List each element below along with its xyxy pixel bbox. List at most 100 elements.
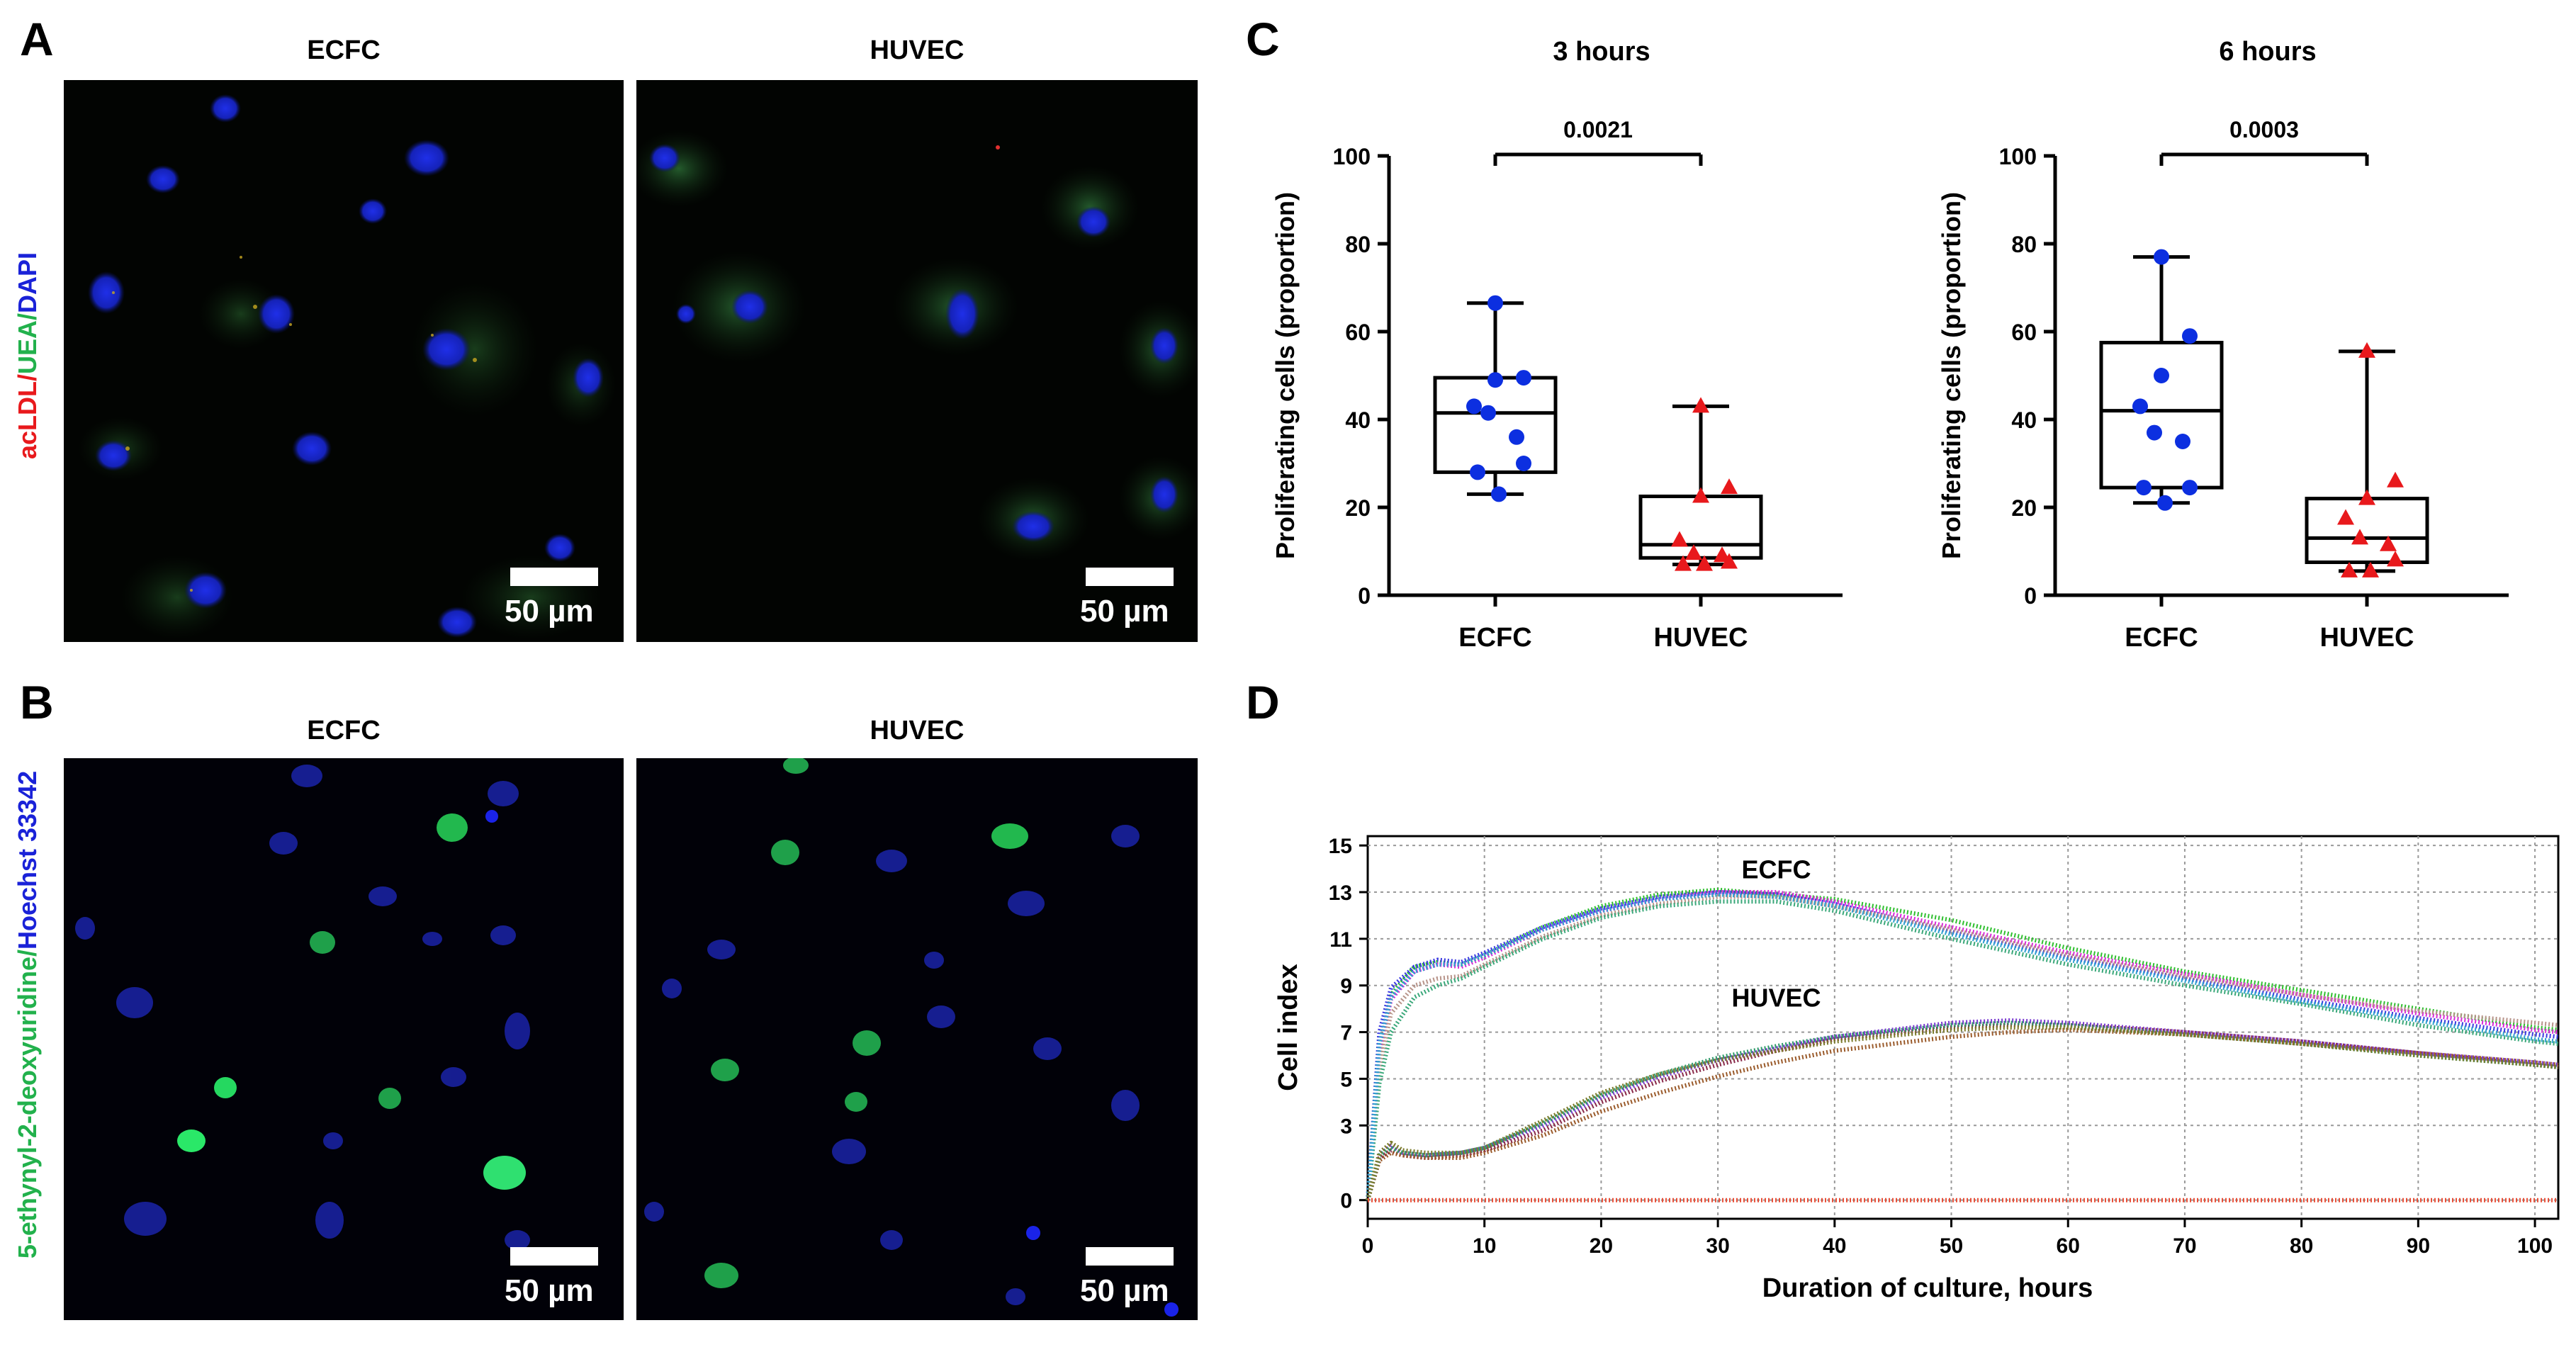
data-point-ecfc <box>1516 456 1531 471</box>
data-point-ecfc <box>2147 424 2162 441</box>
x-tick-label: 10 <box>1473 1234 1496 1258</box>
x-tick-label: 20 <box>1590 1234 1613 1258</box>
scale-bar <box>510 1247 598 1266</box>
chart-title: 3 hours <box>1553 37 1650 67</box>
y-tick-label: 60 <box>1345 320 1371 345</box>
data-point-ecfc <box>1480 405 1496 421</box>
data-point-huvec <box>1685 544 1702 560</box>
scale-bar-label: 50 µm <box>505 594 594 629</box>
data-point-huvec <box>2358 342 2375 358</box>
data-point-ecfc <box>1487 372 1503 388</box>
significance-label: 0.0003 <box>2229 117 2299 142</box>
panel-letter-d: D <box>1246 676 1280 728</box>
y-tick-label: 20 <box>2011 495 2037 521</box>
stain-a-part-3: / <box>13 312 42 320</box>
panel-b-title-huvec: HUVEC <box>870 716 964 745</box>
annotation-ecfc: ECFC <box>1741 855 1811 884</box>
plot-area <box>1366 835 2560 1220</box>
x-tick-label: 30 <box>1706 1234 1729 1258</box>
x-tick-label: 100 <box>2517 1234 2553 1258</box>
data-point-huvec <box>1696 555 1713 571</box>
y-tick-label: 80 <box>1345 232 1371 257</box>
x-tick-label: 90 <box>2407 1234 2430 1258</box>
series-line-huvec-8 <box>1366 1027 2559 1201</box>
series-line-ecfc-2 <box>1366 890 2559 1200</box>
data-point-huvec <box>1714 546 1731 563</box>
data-point-ecfc <box>1487 295 1503 311</box>
y-tick-label: 40 <box>2011 407 2037 433</box>
y-tick-label: 9 <box>1340 975 1352 998</box>
x-tick-label: HUVEC <box>2319 623 2414 653</box>
data-point-ecfc <box>2132 398 2148 415</box>
series-line-ecfc-3 <box>1366 894 2559 1200</box>
x-tick-label: 0 <box>1362 1234 1374 1258</box>
series-line-ecfc-4 <box>1366 899 2559 1200</box>
x-tick-label: ECFC <box>1458 623 1531 653</box>
y-axis-label: Cell index <box>1273 964 1303 1091</box>
x-tick-label: 60 <box>2057 1234 2080 1258</box>
micrograph-b-huvec: 50 µm <box>636 758 1198 1320</box>
data-point-ecfc <box>2182 480 2198 496</box>
data-point-ecfc <box>1491 486 1507 502</box>
panel-a-title-huvec: HUVEC <box>870 35 964 65</box>
y-axis-label: Proliferating cells (proportion) <box>1937 192 1966 559</box>
y-tick-label: 3 <box>1340 1115 1352 1138</box>
y-tick-label: 0 <box>1340 1190 1352 1213</box>
y-tick-label: 15 <box>1329 835 1352 858</box>
scale-bar-label: 50 µm <box>1080 1273 1169 1308</box>
micrograph-a-huvec: 50 µm <box>636 80 1198 642</box>
stain-a-part-0: acLDL <box>13 381 42 460</box>
data-point-ecfc <box>1516 370 1531 386</box>
scale-bar <box>1086 568 1174 586</box>
data-point-huvec <box>2387 471 2404 488</box>
panel-a-stain-label: acLDL/UEA/DAPI <box>13 72 44 639</box>
x-tick-label: 80 <box>2290 1234 2313 1258</box>
y-axis-label: Proliferating cells (proportion) <box>1271 192 1300 559</box>
data-point-huvec <box>2341 561 2358 578</box>
data-point-huvec <box>1675 555 1692 571</box>
y-tick-label: 5 <box>1340 1068 1352 1091</box>
x-tick-label: ECFC <box>2125 623 2198 653</box>
x-tick-label: 70 <box>2173 1234 2196 1258</box>
x-axis-label: Duration of culture, hours <box>1762 1273 2093 1303</box>
micrograph-b-ecfc-image <box>75 765 530 1250</box>
y-tick-label: 11 <box>1329 928 1352 952</box>
data-point-huvec <box>1721 553 1738 569</box>
box-ecfc <box>1433 301 1558 496</box>
boxplot-3-hours: 3 hours 0 20 40 60 80 100 Proliferating cells (… <box>1271 37 1843 653</box>
micrograph-a-ecfc-image <box>78 94 617 640</box>
stain-b-part-1: / <box>13 950 42 957</box>
series-line-huvec-10 <box>1366 1025 2559 1201</box>
data-point-ecfc <box>1470 464 1485 480</box>
data-point-huvec <box>2358 489 2375 505</box>
scale-bar <box>510 568 598 586</box>
y-tick-label: 80 <box>2011 232 2037 257</box>
scale-bar-label: 50 µm <box>1080 594 1169 629</box>
panel-letter-a: A <box>20 13 54 65</box>
significance-label: 0.0021 <box>1563 117 1633 142</box>
panel-letter-b: B <box>20 676 54 728</box>
panel-a-title-ecfc: ECFC <box>307 35 381 65</box>
y-tick-label: 7 <box>1340 1022 1352 1045</box>
micrograph-b-ecfc: 50 µm <box>64 758 624 1320</box>
data-point-ecfc <box>2175 434 2190 449</box>
data-point-huvec <box>1692 397 1709 413</box>
data-point-huvec <box>2362 561 2379 578</box>
scale-bar <box>1086 1247 1174 1266</box>
data-point-huvec <box>1671 531 1688 547</box>
y-tick-label: 100 <box>1333 144 1371 169</box>
data-point-huvec <box>2337 509 2354 525</box>
data-point-huvec <box>2380 535 2397 551</box>
y-tick-label: 60 <box>2011 320 2037 345</box>
x-tick-label: 50 <box>1940 1234 1963 1258</box>
stain-a-part-1: / <box>13 374 42 382</box>
chart-title: 6 hours <box>2219 37 2316 67</box>
cell-index-line-chart: 0 10 20 30 40 50 60 70 80 90 100 0 3 5 7 9 11 13 15 Duratio… <box>1273 835 2560 1303</box>
scale-bar-label: 50 µm <box>505 1273 594 1308</box>
data-point-ecfc <box>1509 429 1524 445</box>
box-iqr <box>1433 376 1558 474</box>
data-point-huvec <box>1721 478 1738 495</box>
data-point-huvec <box>2351 529 2368 545</box>
data-point-ecfc <box>1466 398 1482 415</box>
x-tick-label: 40 <box>1823 1234 1846 1258</box>
